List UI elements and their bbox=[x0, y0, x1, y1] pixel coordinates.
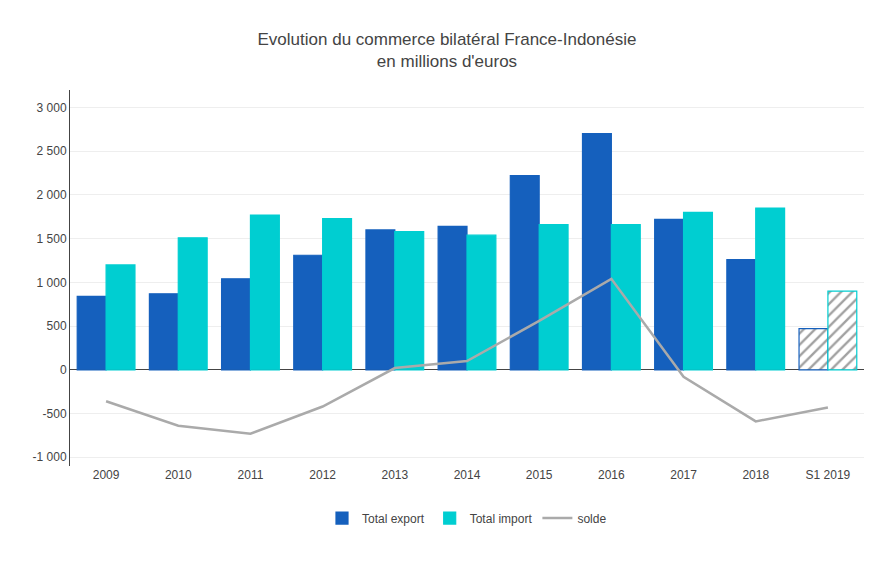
svg-text:2015: 2015 bbox=[526, 468, 553, 482]
svg-text:2011: 2011 bbox=[238, 468, 264, 482]
svg-text:2012: 2012 bbox=[309, 468, 336, 482]
svg-text:solde: solde bbox=[577, 512, 606, 526]
svg-text:-1 000: -1 000 bbox=[33, 450, 67, 464]
svg-text:-500: -500 bbox=[43, 407, 67, 421]
svg-text:3 000: 3 000 bbox=[37, 101, 67, 115]
svg-text:2010: 2010 bbox=[165, 468, 192, 482]
svg-text:Evolution du commerce bilatéra: Evolution du commerce bilatéral France-I… bbox=[258, 30, 637, 71]
svg-text:2017: 2017 bbox=[670, 468, 697, 482]
svg-text:2016: 2016 bbox=[598, 468, 625, 482]
svg-text:1 000: 1 000 bbox=[37, 276, 67, 290]
svg-text:0: 0 bbox=[60, 363, 67, 377]
svg-text:2 500: 2 500 bbox=[37, 144, 67, 158]
svg-text:2 000: 2 000 bbox=[37, 188, 67, 202]
svg-text:1 500: 1 500 bbox=[37, 232, 67, 246]
svg-text:2014: 2014 bbox=[454, 468, 481, 482]
svg-text:500: 500 bbox=[47, 319, 67, 333]
svg-text:2009: 2009 bbox=[93, 468, 120, 482]
svg-text:2018: 2018 bbox=[742, 468, 769, 482]
svg-text:Total import: Total import bbox=[470, 512, 533, 526]
svg-text:2013: 2013 bbox=[381, 468, 408, 482]
svg-text:S1 2019: S1 2019 bbox=[806, 468, 851, 482]
svg-text:Total export: Total export bbox=[362, 512, 425, 526]
